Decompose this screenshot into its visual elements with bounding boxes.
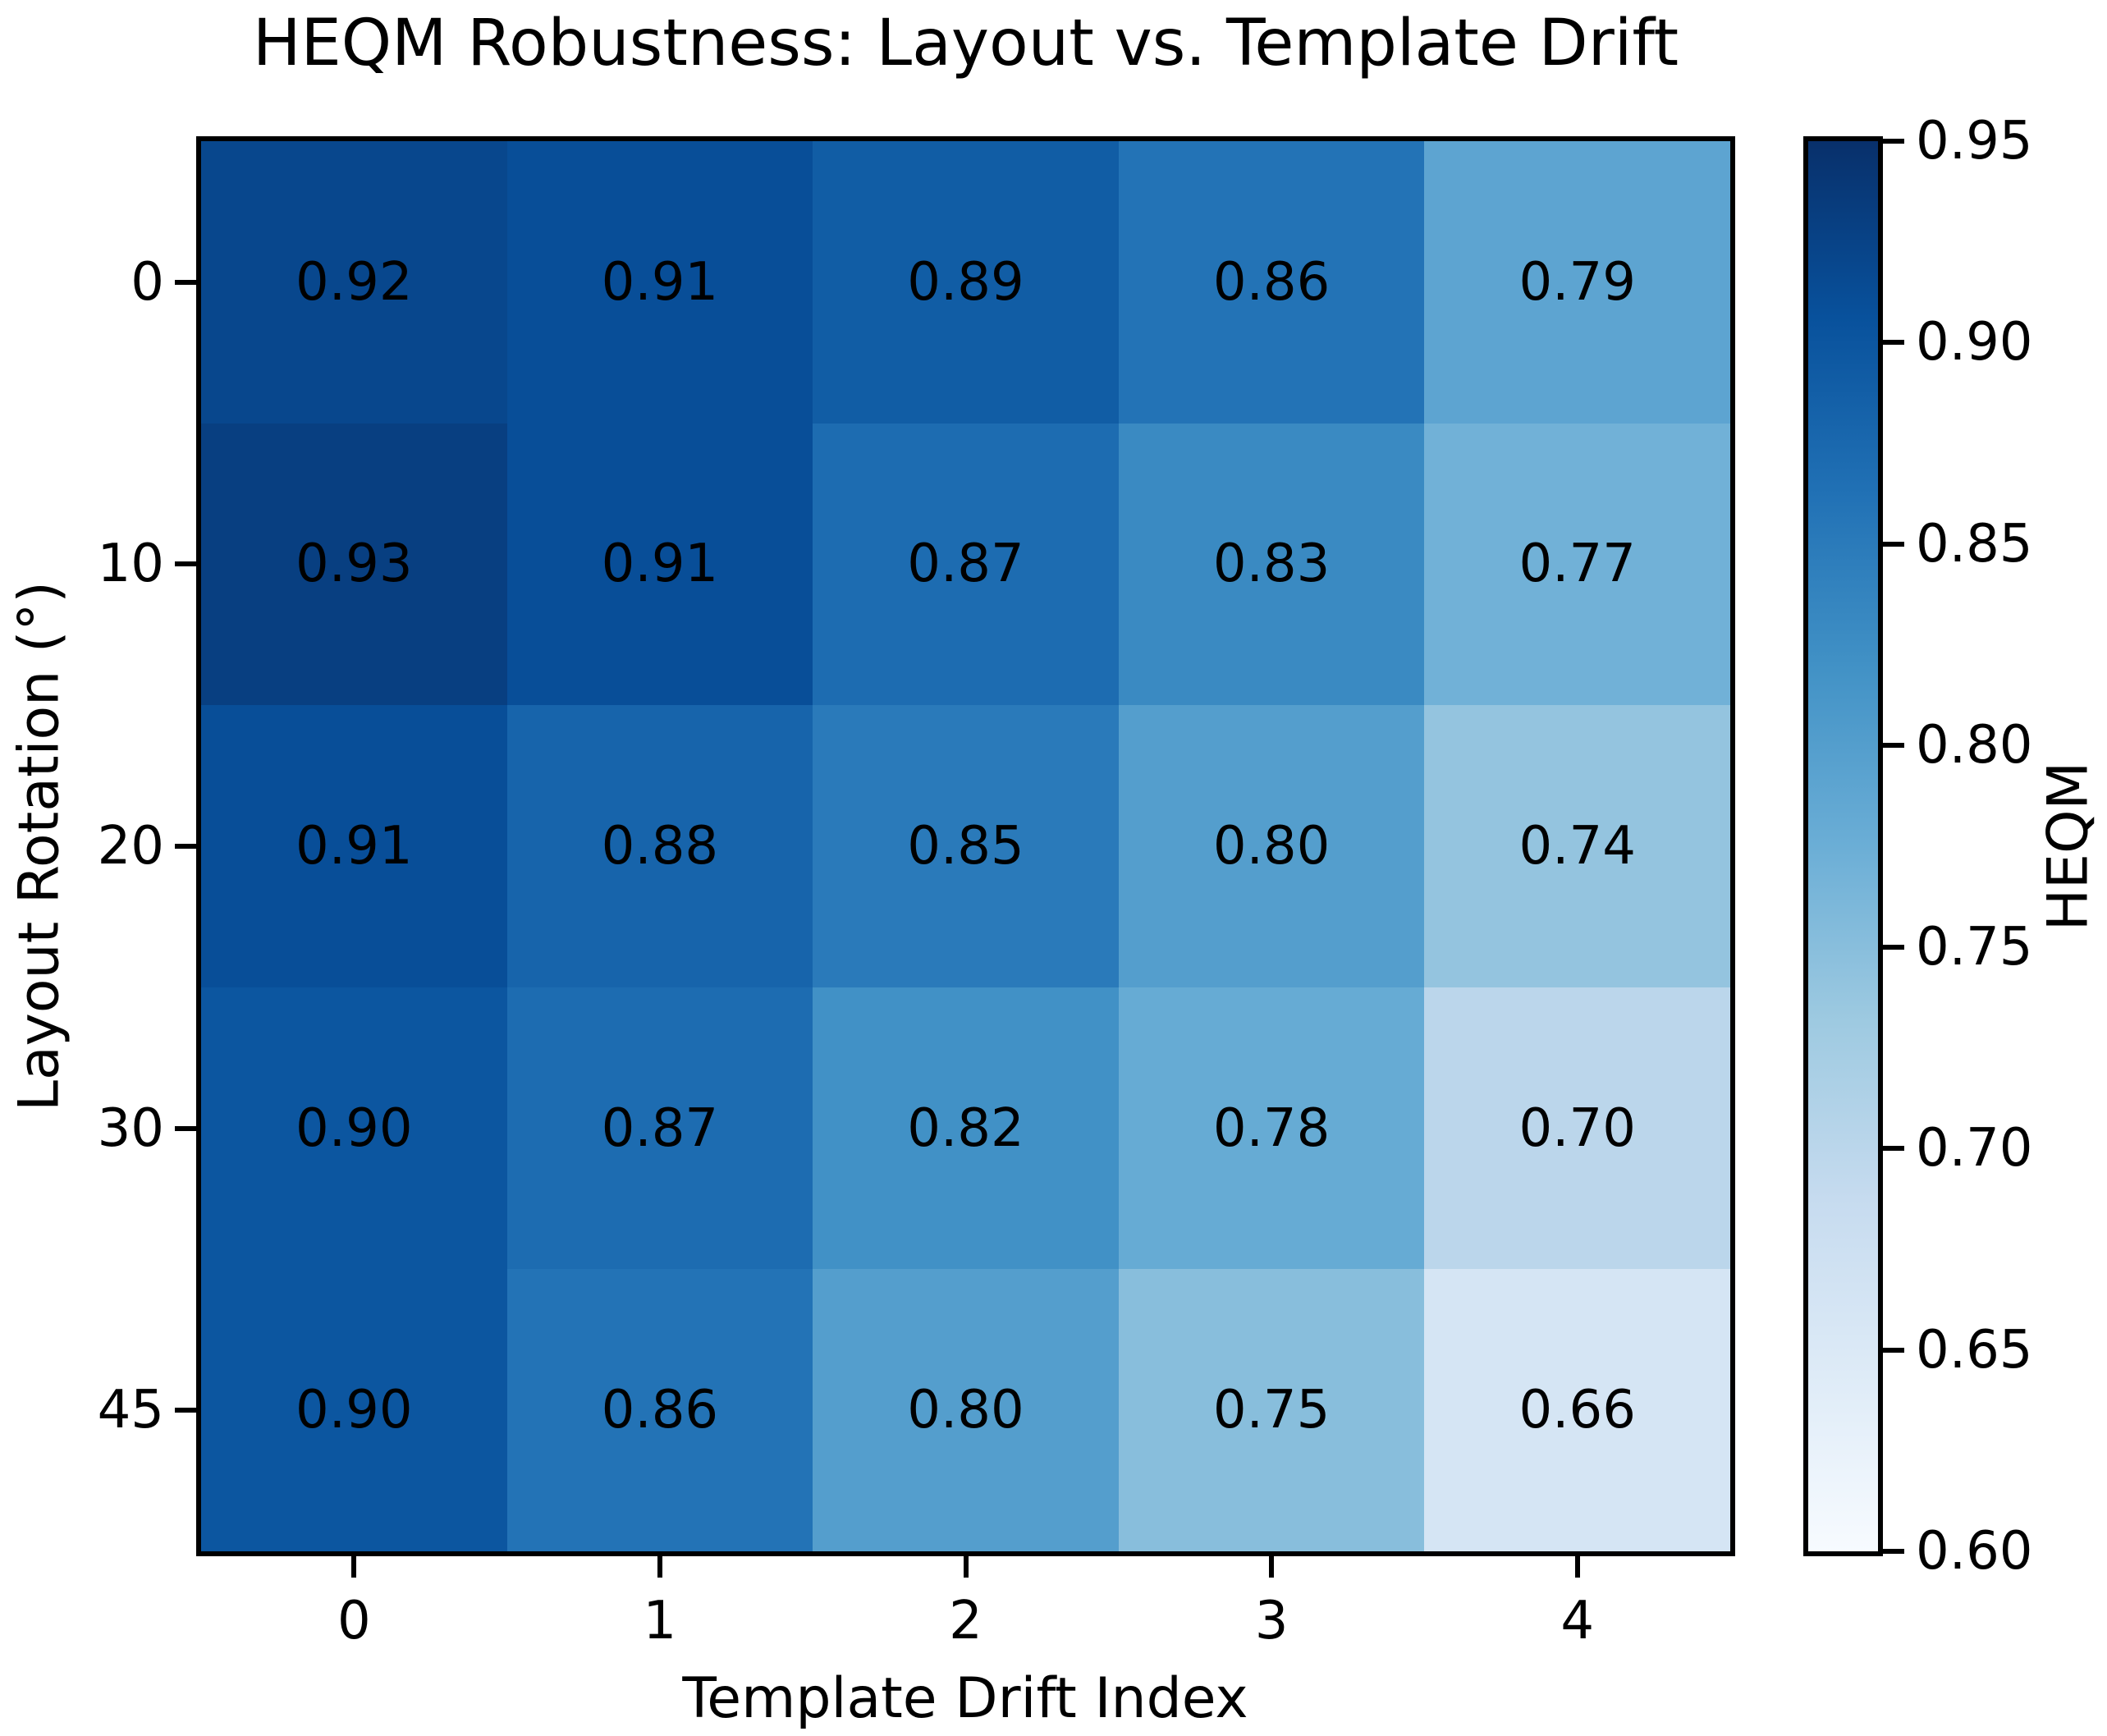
x-tick-label-4: 4 xyxy=(1560,1591,1595,1651)
heatmap-cell-r3c2: 0.82 xyxy=(813,987,1119,1270)
heatmap-cell-r2c2: 0.85 xyxy=(813,705,1119,987)
heatmap-cell-r0c4: 0.79 xyxy=(1424,141,1730,424)
heatmap-cell-r0c0: 0.92 xyxy=(201,141,507,424)
y-tick-label-2: 20 xyxy=(97,816,164,877)
heatmap-cell-r1c1: 0.91 xyxy=(506,423,813,706)
x-tick-label-2: 2 xyxy=(949,1591,983,1651)
colorbar-tick-label-5: 0.70 xyxy=(1916,1118,2033,1179)
heatmap-cell-r3c4: 0.70 xyxy=(1424,987,1730,1270)
x-tick-mark-2 xyxy=(963,1556,969,1578)
x-tick-mark-4 xyxy=(1574,1556,1580,1578)
colorbar-tick-mark-1 xyxy=(1883,340,1904,346)
colorbar-tick-label-6: 0.65 xyxy=(1916,1319,2033,1381)
x-tick-mark-3 xyxy=(1269,1556,1275,1578)
colorbar-tick-label-1: 0.90 xyxy=(1916,312,2033,373)
x-tick-label-1: 1 xyxy=(643,1591,677,1651)
colorbar-tick-label-7: 0.60 xyxy=(1916,1521,2033,1582)
x-axis-label: Template Drift Index xyxy=(682,1666,1248,1731)
colorbar-tick-mark-3 xyxy=(1883,743,1904,749)
x-tick-label-3: 3 xyxy=(1254,1591,1289,1651)
heatmap-cell-r0c3: 0.86 xyxy=(1118,141,1425,424)
x-tick-label-0: 0 xyxy=(337,1591,371,1651)
heatmap-grid: 0.92 0.91 0.89 0.86 0.79 0.93 0.91 0.87 0.83 0.77… xyxy=(201,141,1730,1551)
heatmap-cell-r2c4: 0.74 xyxy=(1424,705,1730,987)
colorbar xyxy=(1803,136,1883,1556)
y-tick-label-1: 10 xyxy=(97,534,164,595)
y-tick-mark-0 xyxy=(175,279,196,285)
heatmap-cell-r2c0: 0.91 xyxy=(201,705,507,987)
heatmap-cell-r1c2: 0.87 xyxy=(813,423,1119,706)
colorbar-gradient xyxy=(1808,141,1878,1551)
colorbar-tick-mark-6 xyxy=(1883,1347,1904,1353)
y-tick-mark-4 xyxy=(175,1408,196,1413)
colorbar-label: HEQM xyxy=(2036,761,2101,932)
heatmap-cell-r2c3: 0.80 xyxy=(1118,705,1425,987)
heatmap-cell-r3c1: 0.87 xyxy=(506,987,813,1270)
heatmap-cell-r1c4: 0.77 xyxy=(1424,423,1730,706)
heatmap-cell-r3c3: 0.78 xyxy=(1118,987,1425,1270)
heatmap-cell-r0c2: 0.89 xyxy=(813,141,1119,424)
y-tick-mark-1 xyxy=(175,561,196,567)
heatmap-cell-r3c0: 0.90 xyxy=(201,987,507,1270)
y-tick-label-0: 0 xyxy=(131,251,164,313)
heatmap-cell-r4c3: 0.75 xyxy=(1118,1269,1425,1551)
y-tick-mark-3 xyxy=(175,1125,196,1131)
heatmap-cell-r4c0: 0.90 xyxy=(201,1269,507,1551)
heatmap-cell-r0c1: 0.91 xyxy=(506,141,813,424)
colorbar-tick-mark-0 xyxy=(1883,139,1904,144)
heatmap-plot: 0.92 0.91 0.89 0.86 0.79 0.93 0.91 0.87 0.83 0.77… xyxy=(196,136,1735,1556)
colorbar-tick-label-2: 0.85 xyxy=(1916,513,2033,575)
y-tick-label-3: 30 xyxy=(97,1097,164,1159)
colorbar-tick-mark-4 xyxy=(1883,944,1904,950)
heatmap-cell-r4c2: 0.80 xyxy=(813,1269,1119,1551)
colorbar-tick-label-3: 0.80 xyxy=(1916,715,2033,776)
colorbar-tick-label-0: 0.95 xyxy=(1916,111,2033,172)
chart-title: HEQM Robustness: Layout vs. Template Dri… xyxy=(252,7,1679,80)
heatmap-cell-r2c1: 0.88 xyxy=(506,705,813,987)
colorbar-tick-mark-2 xyxy=(1883,541,1904,547)
colorbar-tick-label-4: 0.75 xyxy=(1916,916,2033,978)
colorbar-tick-mark-7 xyxy=(1883,1549,1904,1554)
x-tick-mark-0 xyxy=(351,1556,357,1578)
heatmap-cell-r4c1: 0.86 xyxy=(506,1269,813,1551)
y-tick-mark-2 xyxy=(175,844,196,849)
heatmap-cell-r1c0: 0.93 xyxy=(201,423,507,706)
heatmap-cell-r1c3: 0.83 xyxy=(1118,423,1425,706)
x-tick-mark-1 xyxy=(657,1556,662,1578)
y-tick-label-4: 45 xyxy=(97,1380,164,1441)
heatmap-cell-r4c4: 0.66 xyxy=(1424,1269,1730,1551)
colorbar-tick-mark-5 xyxy=(1883,1146,1904,1152)
